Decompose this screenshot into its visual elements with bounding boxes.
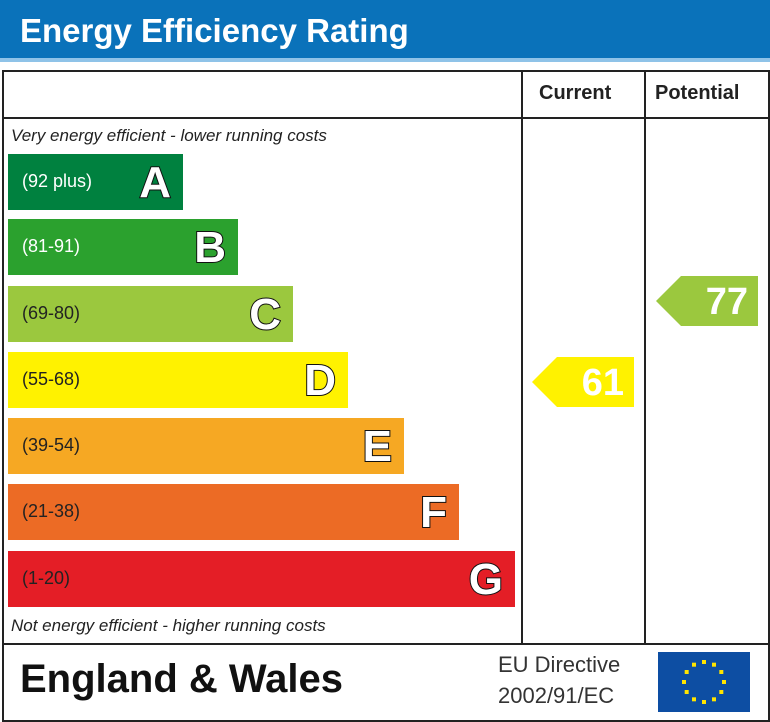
star-icon: [692, 697, 696, 702]
rating-table: [2, 70, 770, 722]
header-divider: [2, 117, 768, 119]
star-icon: [719, 690, 724, 694]
column-divider: [644, 70, 646, 645]
band-letter: F: [419, 487, 448, 538]
band-a: (92 plus) A: [8, 154, 183, 210]
footer-divider: [2, 643, 768, 645]
star-icon: [722, 680, 726, 684]
band-g: (1-20) G: [8, 551, 515, 607]
potential-rating-arrow: 77: [656, 276, 758, 326]
band-range: (1-20): [22, 568, 71, 588]
potential-rating-value: 77: [705, 281, 748, 323]
star-icon: [684, 670, 689, 674]
star-icon: [712, 662, 716, 667]
star-icon: [684, 690, 689, 694]
band-range: (21-38): [22, 501, 81, 521]
directive-line2: 2002/91/EC: [498, 683, 615, 708]
star-icon: [692, 662, 696, 667]
star-icon: [712, 697, 716, 702]
band-e: (39-54) E: [8, 418, 404, 474]
potential-header: Potential: [655, 82, 740, 104]
bottom-note: Not energy efficient - higher running co…: [11, 616, 326, 635]
top-note: Very energy efficient - lower running co…: [11, 126, 327, 145]
band-range: (81-91): [22, 236, 81, 256]
band-c: (69-80) C: [8, 286, 293, 342]
band-letter: E: [362, 421, 393, 472]
band-range: (92 plus): [22, 171, 93, 191]
column-divider: [521, 70, 523, 645]
directive-line1: EU Directive: [498, 652, 621, 677]
star-icon: [702, 700, 706, 704]
title-bar: Energy Efficiency Rating: [0, 0, 770, 62]
chart-title: Energy Efficiency Rating: [20, 12, 409, 49]
band-letter: A: [138, 157, 172, 208]
band-range: (69-80): [22, 303, 81, 323]
star-icon: [702, 660, 706, 664]
band-d: (55-68) D: [8, 352, 348, 408]
star-icon: [719, 670, 724, 674]
current-rating-value: 61: [581, 362, 624, 404]
band-letter: G: [468, 554, 504, 605]
star-icon: [682, 680, 686, 684]
current-rating-arrow: 61: [532, 357, 634, 407]
band-b: (81-91) B: [8, 219, 238, 275]
band-f: (21-38) F: [8, 484, 459, 540]
band-range: (39-54): [22, 435, 81, 455]
band-letter: B: [193, 222, 227, 273]
eu-flag-icon: [658, 652, 750, 712]
current-header: Current: [539, 82, 612, 104]
band-letter: D: [303, 355, 337, 406]
band-range: (55-68): [22, 369, 81, 389]
region-label: England & Wales: [20, 657, 344, 701]
band-letter: C: [248, 289, 282, 340]
